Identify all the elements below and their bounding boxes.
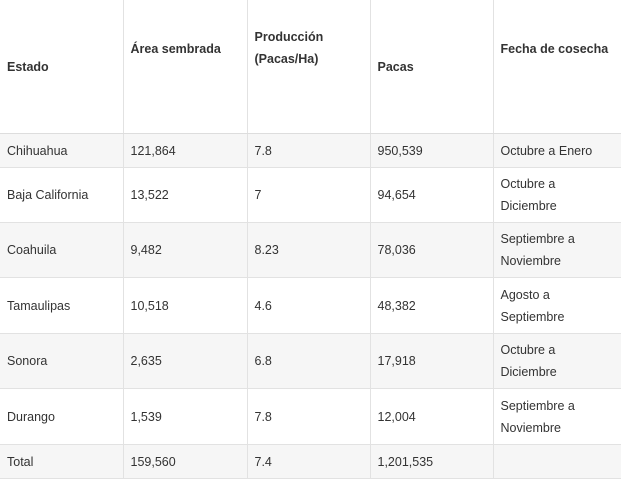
cell-estado: Sonora xyxy=(0,333,124,389)
cell-pacas: 94,654 xyxy=(370,167,494,223)
cell-pacas: 1,201,535 xyxy=(370,444,494,479)
cell-estado: Baja California xyxy=(0,167,124,223)
cell-fecha: Octubre a Diciembre xyxy=(493,167,621,223)
header-area: Área sembrada xyxy=(123,0,248,134)
cell-produccion: 7.8 xyxy=(247,388,371,445)
cell-fecha: Octubre a Diciembre xyxy=(493,333,621,389)
cell-produccion: 8.23 xyxy=(247,222,371,278)
cell-fecha: Agosto a Septiembre xyxy=(493,277,621,334)
cell-estado: Durango xyxy=(0,388,124,445)
cell-area: 10,518 xyxy=(123,277,248,334)
cell-pacas: 12,004 xyxy=(370,388,494,445)
cell-area: 1,539 xyxy=(123,388,248,445)
total-row: Total 159,560 7.4 1,201,535 xyxy=(0,444,621,479)
cell-produccion: 7.8 xyxy=(247,133,371,168)
cell-produccion: 4.6 xyxy=(247,277,371,334)
header-estado: Estado xyxy=(0,0,124,134)
cell-pacas: 950,539 xyxy=(370,133,494,168)
cell-fecha: Octubre a Enero xyxy=(493,133,621,168)
cell-area: 159,560 xyxy=(123,444,248,479)
cell-produccion: 6.8 xyxy=(247,333,371,389)
table-row: Baja California 13,522 7 94,654 Octubre … xyxy=(0,167,621,223)
cell-fecha: Septiembre a Noviembre xyxy=(493,388,621,445)
table-row: Coahuila 9,482 8.23 78,036 Septiembre a … xyxy=(0,222,621,278)
cell-pacas: 78,036 xyxy=(370,222,494,278)
cell-fecha xyxy=(493,444,621,479)
cell-area: 9,482 xyxy=(123,222,248,278)
cell-area: 2,635 xyxy=(123,333,248,389)
cell-estado: Coahuila xyxy=(0,222,124,278)
header-fecha: Fecha de cosecha xyxy=(493,0,621,134)
table-row: Chihuahua 121,864 7.8 950,539 Octubre a … xyxy=(0,133,621,168)
header-produccion: Producción (Pacas/Ha) xyxy=(247,0,371,134)
table-row: Tamaulipas 10,518 4.6 48,382 Agosto a Se… xyxy=(0,277,621,334)
cell-estado: Tamaulipas xyxy=(0,277,124,334)
cell-pacas: 17,918 xyxy=(370,333,494,389)
header-pacas: Pacas xyxy=(370,0,494,134)
cell-produccion: 7.4 xyxy=(247,444,371,479)
cell-estado: Chihuahua xyxy=(0,133,124,168)
table-row: Sonora 2,635 6.8 17,918 Octubre a Diciem… xyxy=(0,333,621,389)
cell-produccion: 7 xyxy=(247,167,371,223)
cell-pacas: 48,382 xyxy=(370,277,494,334)
header-row: Estado Área sembrada Producción (Pacas/H… xyxy=(0,0,621,134)
cell-estado: Total xyxy=(0,444,124,479)
cell-area: 121,864 xyxy=(123,133,248,168)
table-header: Estado Área sembrada Producción (Pacas/H… xyxy=(0,0,621,134)
cell-fecha: Septiembre a Noviembre xyxy=(493,222,621,278)
cell-area: 13,522 xyxy=(123,167,248,223)
table-row: Durango 1,539 7.8 12,004 Septiembre a No… xyxy=(0,388,621,445)
table-body: Chihuahua 121,864 7.8 950,539 Octubre a … xyxy=(0,133,621,479)
